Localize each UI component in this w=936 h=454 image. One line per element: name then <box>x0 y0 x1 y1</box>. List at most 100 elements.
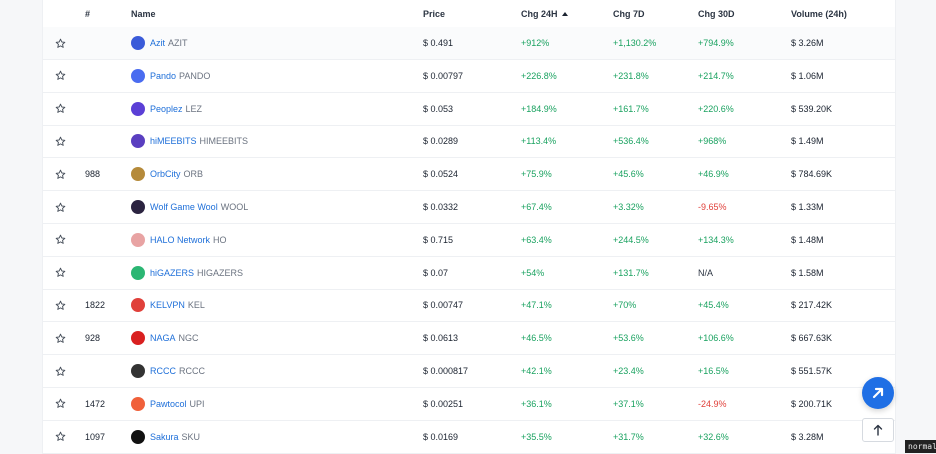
coin-name-cell[interactable]: Pando PANDO <box>131 60 210 92</box>
coin-rank: 1097 <box>85 431 106 442</box>
chg-7d: +70% <box>613 300 637 311</box>
star-icon[interactable] <box>53 158 67 190</box>
chg-7d: +45.6% <box>613 169 644 180</box>
star-icon[interactable] <box>53 257 67 289</box>
chg-30d: +106.6% <box>698 333 734 344</box>
table-row[interactable]: Pando PANDO $ 0.00797 +226.8% +231.8% +214.7%… <box>43 60 895 93</box>
coin-name-link[interactable]: hiGAZERS <box>150 267 195 278</box>
chg-24h: +75.9% <box>521 169 552 180</box>
star-icon[interactable] <box>53 27 67 59</box>
coin-price: $ 0.0332 <box>423 202 459 212</box>
table-row[interactable]: 988 OrbCity ORB $ 0.0524 +75.9% +45.6% +46.9% $… <box>43 158 895 192</box>
coin-name-cell[interactable]: Peoplez LEZ <box>131 93 202 125</box>
coin-name-link[interactable]: KELVPN <box>150 300 185 311</box>
coin-name-link[interactable]: Azit <box>150 38 166 48</box>
azit-logo-icon <box>131 36 145 50</box>
wolf-game-logo-icon <box>131 200 145 214</box>
coin-rank: 1472 <box>85 398 106 409</box>
table-row[interactable]: 1097 Sakura SKU $ 0.0169 +35.5% +31.7% +32.6% $… <box>43 421 895 454</box>
table-row[interactable]: Azit AZIT $ 0.491 +912% +1,130.2% +794.9% $ 3.… <box>43 27 895 60</box>
col-chg7d-header[interactable]: Chg 7D <box>613 8 645 19</box>
chg-7d: +131.7% <box>613 267 649 278</box>
coin-name-link[interactable]: HALO Network <box>150 234 211 245</box>
table-row[interactable]: 928 NAGA NGC $ 0.0613 +46.5% +53.6% +106.6% $ 6… <box>43 322 895 356</box>
chg-30d: +46.9% <box>698 169 729 180</box>
higazers-logo-icon <box>131 265 145 280</box>
chg-24h: +67.4% <box>521 202 552 212</box>
col-chg24h-header[interactable]: Chg 24H <box>521 0 568 27</box>
coin-price: $ 0.0169 <box>423 431 459 442</box>
col-chg24h-label: Chg 24H <box>521 8 558 19</box>
volume-24h: $ 1.49M <box>791 136 824 147</box>
table-row[interactable]: RCCC RCCC $ 0.000817 +42.1% +23.4% +16.5% $ 55… <box>43 355 895 388</box>
star-icon[interactable] <box>53 421 67 453</box>
table-row[interactable]: Peoplez LEZ $ 0.053 +184.9% +161.7% +220.6% $ … <box>43 93 895 126</box>
col-chg30d-header[interactable]: Chg 30D <box>698 8 735 19</box>
star-icon[interactable] <box>53 191 67 223</box>
coin-symbol: HIMEEBITS <box>199 136 249 147</box>
star-icon[interactable] <box>53 224 67 256</box>
chg-30d: +45.4% <box>698 300 729 311</box>
chg-24h: +47.1% <box>521 300 552 311</box>
coin-price: $ 0.715 <box>423 234 454 245</box>
coin-name-cell[interactable]: OrbCity ORB <box>131 158 203 190</box>
coin-name-cell[interactable]: Pawtocol UPI <box>131 388 205 420</box>
coin-name-cell[interactable]: KELVPN KEL <box>131 289 205 321</box>
volume-24h: $ 1.48M <box>791 234 824 245</box>
coin-name-cell[interactable]: Wolf Game Wool WOOL <box>131 191 248 223</box>
chg-7d: +231.8% <box>613 70 649 81</box>
coin-name-cell[interactable]: HALO Network HO <box>131 224 227 256</box>
chg-30d: -24.9% <box>698 398 727 409</box>
star-icon[interactable] <box>53 60 67 92</box>
coin-rank: 928 <box>85 333 101 344</box>
halo-logo-icon <box>131 232 145 247</box>
volume-24h: $ 784.69K <box>791 169 833 180</box>
col-rank-header[interactable]: # <box>85 8 91 19</box>
coin-name-link[interactable]: Wolf Game Wool <box>150 202 218 212</box>
coin-price: $ 0.0613 <box>423 333 459 344</box>
coin-name-cell[interactable]: Azit AZIT <box>131 27 188 59</box>
coin-name-cell[interactable]: hiMEEBITS HIMEEBITS <box>131 125 248 157</box>
coin-name-cell[interactable]: hiGAZERS HIGAZERS <box>131 257 243 289</box>
table-row[interactable]: Wolf Game Wool WOOL $ 0.0332 +67.4% +3.32% -9… <box>43 191 895 224</box>
coin-name-link[interactable]: OrbCity <box>150 169 181 180</box>
chg-7d: +53.6% <box>613 333 644 344</box>
coin-name-cell[interactable]: RCCC RCCC <box>131 355 205 387</box>
chg-24h: +113.4% <box>521 136 557 147</box>
coin-name-link[interactable]: Sakura <box>150 431 179 442</box>
coin-name-cell[interactable]: NAGA NGC <box>131 322 199 354</box>
table-row[interactable]: 1472 Pawtocol UPI $ 0.00251 +36.1% +37.1% -24.… <box>43 388 895 421</box>
coin-name-link[interactable]: Pando <box>150 70 177 81</box>
scroll-to-top-button[interactable] <box>862 418 894 442</box>
coin-price: $ 0.0289 <box>423 136 459 147</box>
volume-24h: $ 539.20K <box>791 103 833 114</box>
star-icon[interactable] <box>53 355 67 387</box>
coin-price: $ 0.000817 <box>423 366 469 376</box>
table-row[interactable]: hiGAZERS HIGAZERS $ 0.07 +54% +131.7% N/A $ 1.… <box>43 257 895 290</box>
coin-name-link[interactable]: RCCC <box>150 366 176 376</box>
sakura-logo-icon <box>131 429 145 444</box>
coin-rank: 988 <box>85 169 101 180</box>
star-icon[interactable] <box>53 322 67 354</box>
star-icon[interactable] <box>53 93 67 125</box>
table-row[interactable]: hiMEEBITS HIMEEBITS $ 0.0289 +113.4% +536.4%… <box>43 125 895 159</box>
coin-name-link[interactable]: NAGA <box>150 333 176 344</box>
col-name-header[interactable]: Name <box>131 8 156 19</box>
table-row[interactable]: 1822 KELVPN KEL $ 0.00747 +47.1% +70% +45.4% $ … <box>43 289 895 323</box>
table-header: # Name Price Chg 24H Chg 7D Chg 30D Volu… <box>43 0 895 28</box>
star-icon[interactable] <box>53 125 67 157</box>
star-icon[interactable] <box>53 388 67 420</box>
coin-name-link[interactable]: Pawtocol <box>150 398 187 409</box>
coin-name-cell[interactable]: Sakura SKU <box>131 421 200 453</box>
coin-name-link[interactable]: hiMEEBITS <box>150 136 197 147</box>
col-volume-header[interactable]: Volume (24h) <box>791 8 847 19</box>
launch-button[interactable] <box>862 377 894 409</box>
table-row[interactable]: HALO Network HO $ 0.715 +63.4% +244.5% +134.3… <box>43 224 895 257</box>
coin-name-link[interactable]: Peoplez <box>150 103 183 114</box>
pawtocol-logo-icon <box>131 396 145 411</box>
star-icon[interactable] <box>53 289 67 321</box>
chg-24h: +912% <box>521 38 550 48</box>
col-price-header[interactable]: Price <box>423 8 446 19</box>
coin-table: # Name Price Chg 24H Chg 7D Chg 30D Volu… <box>42 0 896 454</box>
chg-7d: +3.32% <box>613 202 644 212</box>
